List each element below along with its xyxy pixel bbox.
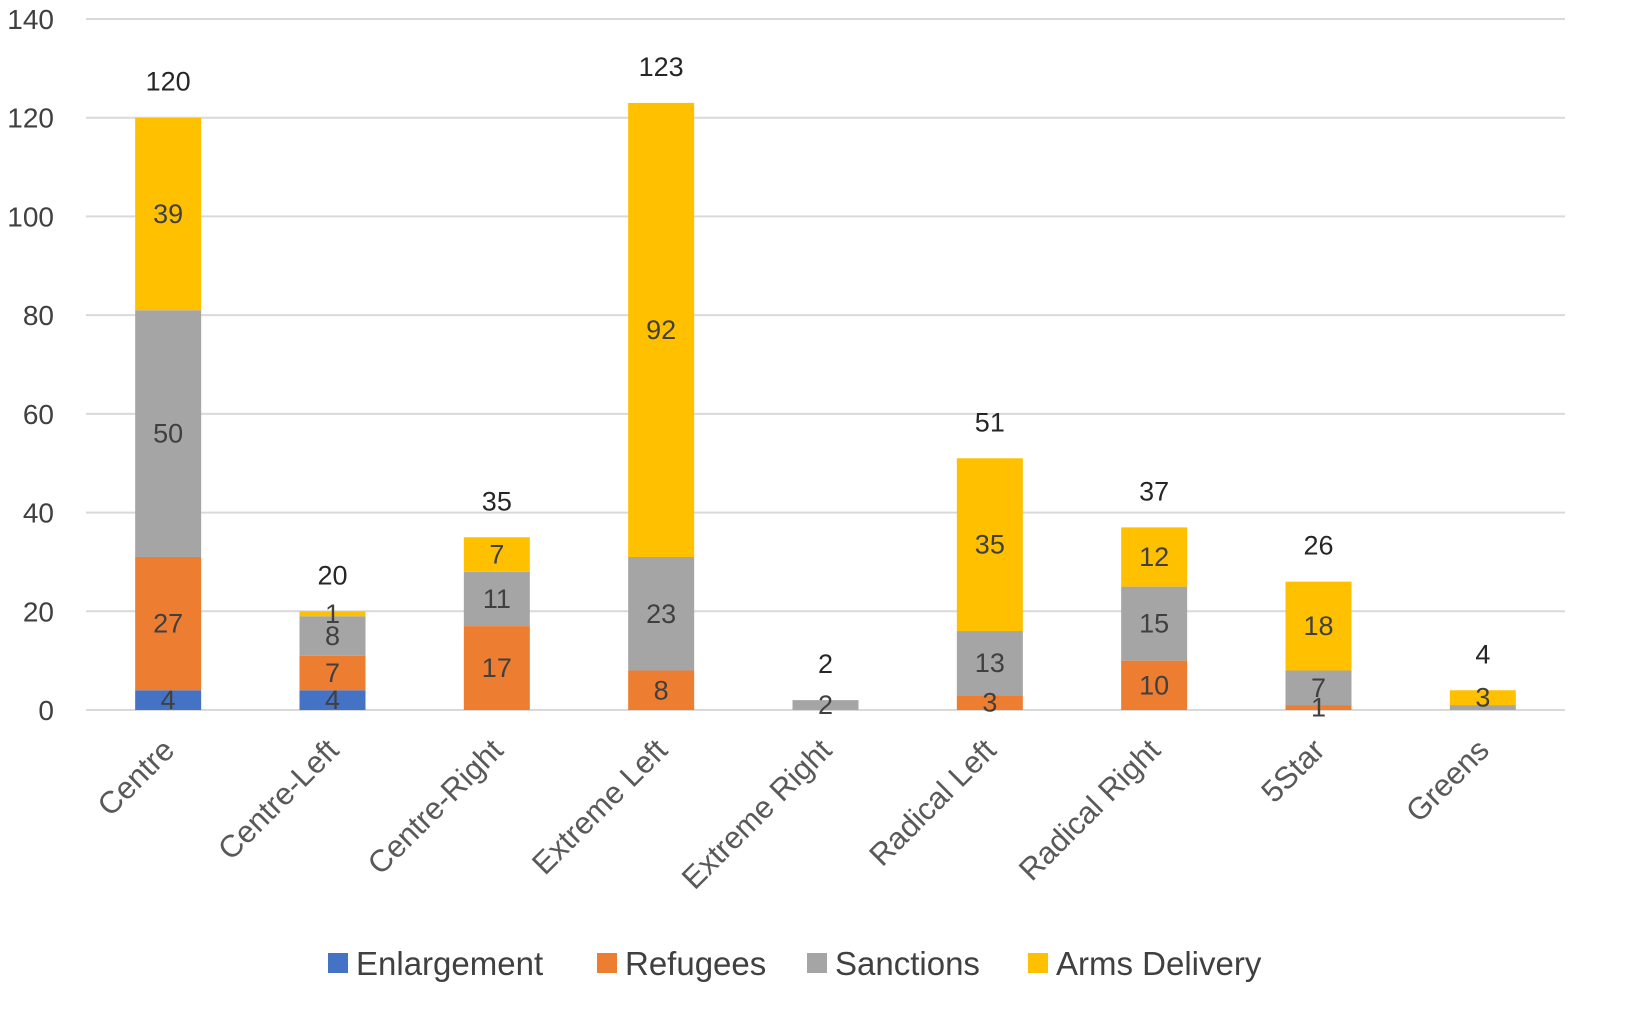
data-label-centre-left-arms-delivery: 1 <box>325 599 340 629</box>
y-tick-label-140: 140 <box>7 4 54 35</box>
bar-extreme-left-arms-delivery <box>628 102 695 557</box>
y-tick-label-80: 80 <box>23 300 54 331</box>
data-label-5star-sanctions: 7 <box>1311 673 1326 703</box>
bar-centre-right-refugees <box>463 626 530 710</box>
x-category-label-greens: Greens <box>1399 732 1496 829</box>
total-label-greens: 4 <box>1475 639 1490 669</box>
total-label-radical-right: 37 <box>1139 476 1169 506</box>
data-label-radical-right-sanctions: 15 <box>1139 609 1169 639</box>
bar-radical-right-arms-delivery <box>1121 527 1188 587</box>
legend-label-enlargement: Enlargement <box>356 945 543 982</box>
x-category-label-extreme-left: Extreme Left <box>525 732 674 881</box>
data-label-5star-arms-delivery: 18 <box>1303 611 1333 641</box>
bar-5star-refugees <box>1285 705 1352 710</box>
x-category-label-centre: Centre <box>91 732 182 823</box>
legend-item-refugees: Refugees <box>597 945 766 982</box>
x-axis-category-labels: Centre Centre-Left Centre-Right Extreme Lef… <box>91 732 1496 896</box>
data-label-centre-left-sanctions: 8 <box>325 621 340 651</box>
bar-extreme-right-sanctions <box>792 700 859 710</box>
x-category-label-centre-left: Centre-Left <box>211 732 346 867</box>
bar-centre-left-arms-delivery <box>299 611 366 617</box>
bar-extreme-left-sanctions <box>628 556 695 671</box>
bar-centre-left-sanctions <box>299 616 366 656</box>
data-label-extreme-left-arms-delivery: 92 <box>646 315 676 345</box>
y-tick-label-120: 120 <box>7 103 54 134</box>
bars <box>135 102 1516 710</box>
data-label-radical-left-refugees: 3 <box>982 688 997 718</box>
legend-label-refugees: Refugees <box>625 945 766 982</box>
y-tick-label-20: 20 <box>23 596 54 627</box>
bar-centre-arms-delivery <box>135 117 202 311</box>
data-label-centre-right-arms-delivery: 7 <box>489 540 504 570</box>
data-label-centre-right-sanctions: 11 <box>483 584 511 614</box>
bar-centre-right-arms-delivery <box>463 537 530 572</box>
data-label-radical-left-sanctions: 13 <box>975 648 1005 678</box>
total-label-centre-left: 20 <box>317 560 347 590</box>
data-label-radical-right-refugees: 10 <box>1139 670 1169 700</box>
legend-swatch-enlargement <box>328 953 348 973</box>
bar-greens-arms-delivery <box>1449 690 1516 706</box>
data-label-extreme-left-refugees: 8 <box>654 675 669 705</box>
data-label-centre-refugees: 27 <box>153 609 183 639</box>
data-label-centre-sanctions: 50 <box>153 419 183 449</box>
bar-extreme-left-refugees <box>628 670 695 710</box>
x-category-label-extreme-right: Extreme Right <box>675 732 839 896</box>
legend-label-arms-delivery: Arms Delivery <box>1056 945 1262 982</box>
data-label-5star-refugees: 1 <box>1311 693 1326 723</box>
data-label-centre-left-refugees: 7 <box>325 658 340 688</box>
legend-item-sanctions: Sanctions <box>807 945 980 982</box>
bar-radical-right-refugees <box>1121 660 1188 710</box>
bar-centre-sanctions <box>135 310 202 557</box>
bar-centre-left-refugees <box>299 655 366 691</box>
bar-centre-right-sanctions <box>463 571 530 627</box>
data-label-centre-right-refugees: 17 <box>482 653 512 683</box>
total-label-extreme-left: 123 <box>639 52 684 82</box>
x-category-label-5star: 5Star <box>1254 732 1331 809</box>
bar-radical-left-sanctions <box>956 631 1023 696</box>
legend-swatch-arms-delivery <box>1028 953 1048 973</box>
x-category-label-centre-right: Centre-Right <box>361 732 510 881</box>
y-tick-label-0: 0 <box>38 695 54 726</box>
bar-5star-sanctions <box>1285 670 1352 706</box>
data-label-centre-arms-delivery: 39 <box>153 199 183 229</box>
data-label-greens-arms-delivery: 3 <box>1475 683 1490 713</box>
y-axis-tick-labels: 0 20 40 60 80 100 120 140 <box>7 4 54 726</box>
legend-swatch-refugees <box>597 953 617 973</box>
x-category-label-radical-left: Radical Left <box>862 732 1003 873</box>
bar-centre-enlargement <box>135 690 202 710</box>
data-label-radical-right-arms-delivery: 12 <box>1139 542 1169 572</box>
total-label-centre-right: 35 <box>482 486 512 516</box>
data-label-extreme-right-sanctions: 2 <box>818 690 833 720</box>
data-label-extreme-left-sanctions: 23 <box>646 599 676 629</box>
legend-label-sanctions: Sanctions <box>835 945 980 982</box>
legend-item-arms-delivery: Arms Delivery <box>1028 945 1262 982</box>
bar-greens-sanctions <box>1449 705 1516 710</box>
total-label-5star: 26 <box>1303 531 1333 561</box>
x-category-label-radical-right: Radical Right <box>1012 732 1167 887</box>
data-label-radical-left-arms-delivery: 35 <box>975 530 1005 560</box>
y-tick-label-60: 60 <box>23 399 54 430</box>
bar-centre-left-enlargement <box>299 690 366 710</box>
legend: Enlargement Refugees Sanctions Arms Deliver… <box>328 945 1262 982</box>
bar-5star-arms-delivery <box>1285 581 1352 671</box>
bar-radical-right-sanctions <box>1121 586 1188 661</box>
data-label-centre-enlargement: 4 <box>161 685 176 715</box>
y-tick-label-100: 100 <box>7 201 54 232</box>
total-label-centre: 120 <box>146 67 191 97</box>
data-label-centre-left-enlargement: 4 <box>325 685 340 715</box>
bar-centre-refugees <box>135 556 202 691</box>
bar-radical-left-refugees <box>956 695 1023 710</box>
legend-swatch-sanctions <box>807 953 827 973</box>
y-tick-label-40: 40 <box>23 498 54 529</box>
total-label-extreme-right: 2 <box>818 649 833 679</box>
legend-item-enlargement: Enlargement <box>328 945 543 982</box>
bar-radical-left-arms-delivery <box>956 458 1023 632</box>
total-label-radical-left: 51 <box>975 407 1005 437</box>
